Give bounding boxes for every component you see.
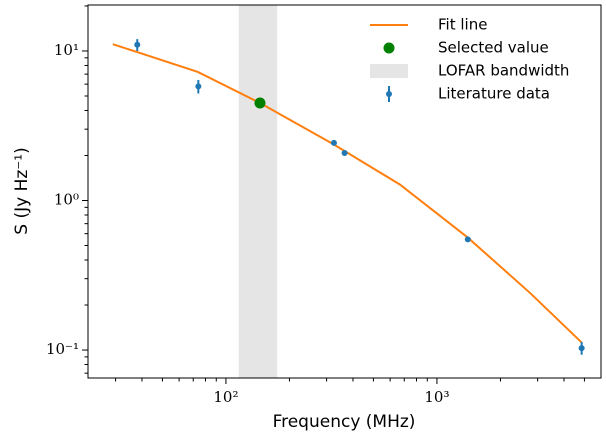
selected-point: [254, 97, 266, 109]
data-point: [578, 345, 585, 352]
legend-label: Selected value: [438, 39, 549, 57]
data-point: [330, 139, 337, 146]
data-point: [464, 236, 471, 243]
legend-swatch: [370, 64, 408, 78]
legend-swatch: [386, 91, 392, 97]
y-axis-label: S (Jy Hz⁻¹): [12, 147, 32, 234]
legend-label: Literature data: [438, 85, 550, 103]
y-tick-label: 10⁰: [54, 191, 79, 209]
data-point: [195, 83, 202, 90]
y-tick-label: 10⁻¹: [46, 340, 79, 358]
x-tick-label: 10²: [213, 388, 238, 406]
legend-label: Fit line: [438, 16, 487, 34]
data-point: [134, 41, 141, 48]
x-axis-label: Frequency (MHz): [273, 412, 416, 432]
y-tick-label: 10¹: [54, 41, 79, 59]
legend-label: LOFAR bandwidth: [438, 62, 569, 80]
x-tick-label: 10³: [424, 388, 449, 406]
legend-swatch: [383, 42, 395, 54]
data-point: [341, 149, 348, 156]
plot-frame: [87, 4, 602, 379]
band: [238, 5, 278, 378]
